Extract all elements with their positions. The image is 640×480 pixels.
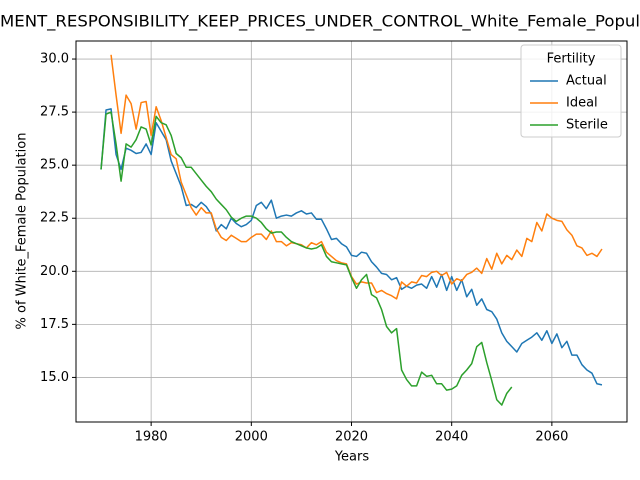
series-line bbox=[100, 108, 603, 386]
legend-label: Sterile bbox=[566, 118, 608, 133]
y-tick-label: 30.0 bbox=[40, 52, 69, 67]
legend-label: Ideal bbox=[566, 96, 598, 111]
y-tick-label: 22.5 bbox=[40, 211, 69, 226]
y-tick-label: 25.0 bbox=[40, 158, 69, 173]
y-tick-label: 27.5 bbox=[40, 105, 69, 120]
lines bbox=[100, 54, 603, 406]
y-axis-label: % of White_Female Population bbox=[15, 133, 30, 330]
series-line bbox=[110, 54, 603, 300]
x-tick-label: 2000 bbox=[235, 430, 268, 445]
legend-label: Actual bbox=[566, 74, 607, 89]
y-tick-label: 17.5 bbox=[40, 317, 69, 332]
legend: Fertility Actual Ideal Sterile bbox=[520, 44, 622, 138]
chart-title: MENT_RESPONSIBILITY_KEEP_PRICES_UNDER_CO… bbox=[0, 12, 640, 32]
series-line bbox=[100, 111, 513, 406]
x-tick-label: 1980 bbox=[135, 430, 168, 445]
y-tick-label: 15.0 bbox=[40, 370, 69, 385]
x-axis-label: Years bbox=[334, 450, 370, 465]
legend-box bbox=[520, 44, 622, 138]
legend-title: Fertility bbox=[547, 52, 596, 67]
grid bbox=[76, 41, 627, 422]
x-tick-label: 2020 bbox=[335, 430, 368, 445]
y-tick-label: 20.0 bbox=[40, 264, 69, 279]
x-tick-label: 2040 bbox=[435, 430, 468, 445]
x-tick-label: 2060 bbox=[535, 430, 568, 445]
